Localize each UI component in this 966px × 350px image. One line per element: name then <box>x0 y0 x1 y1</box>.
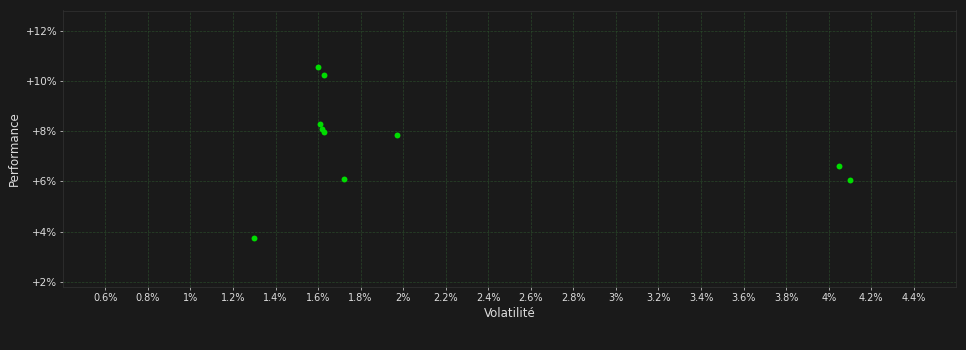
Point <box>312 121 327 126</box>
Point <box>842 177 858 183</box>
Point <box>246 235 262 241</box>
Point <box>389 132 405 138</box>
Point <box>317 72 332 77</box>
Point <box>832 163 847 169</box>
Point <box>336 176 352 182</box>
Point <box>317 130 332 135</box>
Y-axis label: Performance: Performance <box>9 111 21 186</box>
X-axis label: Volatilité: Volatilité <box>484 307 535 320</box>
Point <box>315 126 330 132</box>
Point <box>310 64 326 70</box>
